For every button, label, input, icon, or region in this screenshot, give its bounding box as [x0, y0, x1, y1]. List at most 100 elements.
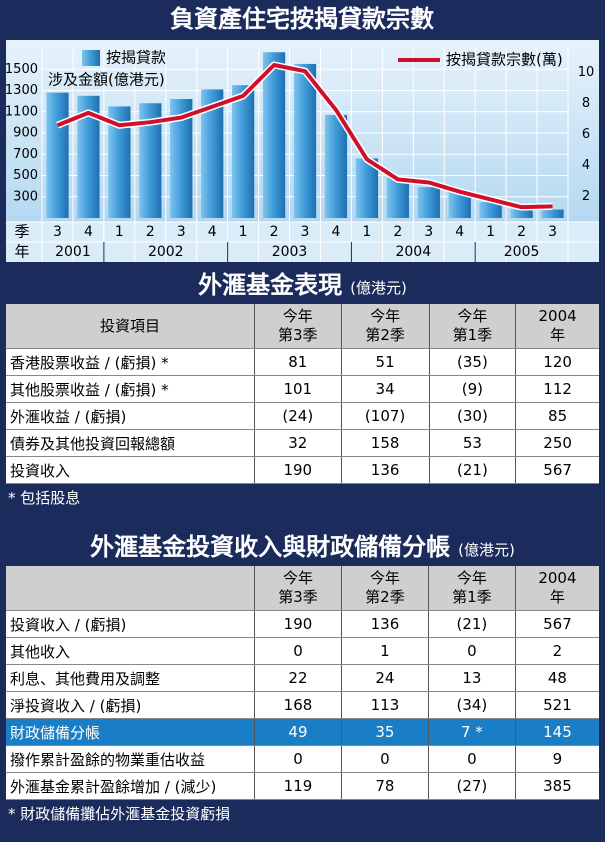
cell: 48	[514, 664, 599, 692]
y2-tick-label: 6	[582, 127, 590, 142]
header-cell: 今年 第3季	[254, 566, 342, 611]
x-tick-label: 4	[208, 224, 217, 240]
legend-label: 涉及金額(億港元)	[48, 71, 165, 89]
cell: 136	[340, 610, 429, 638]
cell: 投資收入	[6, 456, 255, 484]
y2-tick-label: 4	[582, 158, 590, 173]
cell: (34)	[427, 691, 516, 719]
table: 投資項目 今年 第3季 今年 第2季 今年 第1季 2004 年香港股票收益 / (虧損…	[6, 304, 599, 484]
cell: 250	[515, 429, 599, 457]
title-text: 外滙基金投資收入與財政儲備分帳	[90, 533, 451, 561]
header-row: 今年 第3季 今年 第2季 今年 第1季 2004 年	[6, 566, 599, 611]
cell: 投資收入 / (虧損)	[6, 610, 255, 638]
cell: 0	[340, 745, 429, 773]
table-section: 外滙基金表現 (億港元) 投資項目 今年 第3季 今年 第2季 今年 第1季 2004 年香…	[0, 266, 605, 511]
y2-tick-label: 2	[582, 189, 590, 204]
cell: 81	[254, 348, 342, 376]
unit: (億港元)	[458, 541, 515, 559]
cell: 13	[427, 664, 516, 692]
cell: 財政儲備分帳	[6, 718, 255, 746]
cell: 567	[514, 610, 599, 638]
footnote: * 財政儲備攤佔外滙基金投資虧損	[8, 805, 231, 823]
year-label: 2005	[504, 244, 540, 260]
cell: 淨投資收入 / (虧損)	[6, 691, 255, 719]
bar	[293, 63, 317, 218]
bar	[386, 177, 409, 218]
cell: 32	[254, 429, 342, 457]
row: 債券及其他投資回報總額 32 158 53 250	[6, 429, 599, 457]
x-tick-label: 4	[331, 224, 340, 240]
cell: 567	[515, 456, 599, 484]
cell: (30)	[428, 402, 516, 430]
cell: 外滙收益 / (虧損)	[6, 402, 255, 430]
y2-tick-label: 10	[578, 65, 595, 80]
header-cell: 今年 第2季	[340, 566, 429, 611]
x-tick-label: 3	[177, 224, 186, 240]
row: 淨投資收入 / (虧損) 168 113 (34) 521	[6, 691, 599, 719]
header-cell: 今年 第1季	[427, 566, 516, 611]
x-tick-label: 1	[115, 224, 124, 240]
y-tick-label: 1100	[5, 104, 38, 119]
y-tick-label: 500	[13, 168, 38, 183]
bar	[170, 99, 193, 218]
cell: (21)	[427, 610, 516, 638]
cell: 136	[340, 456, 430, 484]
x-tick-label: 3	[53, 224, 62, 240]
x-tick-label: 1	[362, 224, 371, 240]
x-tick-label: 3	[424, 224, 433, 240]
header-cell: 今年 第1季	[428, 304, 516, 349]
bar	[541, 209, 564, 218]
cell: 利息、其他費用及調整	[6, 664, 255, 692]
cell: 158	[340, 429, 430, 457]
title-band	[0, 0, 605, 38]
table: 今年 第3季 今年 第2季 今年 第1季 2004 年投資收入 / (虧損) 190 13…	[6, 566, 599, 800]
table-title: 外滙基金投資收入與財政儲備分帳 (億港元)	[0, 528, 605, 566]
year-label: 2002	[148, 244, 184, 260]
bar	[324, 114, 348, 218]
cell: 外滙基金累計盈餘增加 / (減少)	[6, 772, 255, 800]
chart: 負資產住宅按揭貸款宗數 300 500 700 900 1100 1300 1500 2 4 6 8…	[0, 0, 605, 262]
x-tick-label: 3	[301, 224, 310, 240]
x-tick-label: 3	[548, 224, 557, 240]
row: 外滙收益 / (虧損) (24) (107) (30) 85	[6, 402, 599, 430]
cell: 其他收入	[6, 637, 255, 665]
cell: 101	[254, 375, 342, 403]
cell: (24)	[254, 402, 342, 430]
cell: (9)	[428, 375, 516, 403]
cell: 113	[340, 691, 429, 719]
table-section: 外滙基金投資收入與財政儲備分帳 (億港元) 今年 第3季 今年 第2季 今年 第1季 20…	[0, 528, 605, 827]
row: 香港股票收益 / (虧損) * 81 51 (35) 120	[6, 348, 599, 376]
cell: 168	[254, 691, 342, 719]
year-label: 2004	[395, 244, 431, 260]
cell: 190	[254, 610, 342, 638]
x-row-label: 年	[14, 243, 29, 261]
cell: (21)	[428, 456, 516, 484]
y-tick-label: 1500	[5, 62, 38, 77]
cell: 119	[254, 772, 342, 800]
cell: 120	[515, 348, 599, 376]
cell: 0	[254, 745, 342, 773]
cell: 22	[254, 664, 342, 692]
bar	[108, 106, 131, 218]
cell: (27)	[427, 772, 516, 800]
bar	[448, 191, 471, 218]
cell: 145	[514, 718, 599, 746]
row: 其他收入 0 1 0 2	[6, 637, 599, 665]
cell: 78	[340, 772, 429, 800]
header-cell: 2004 年	[514, 566, 599, 611]
y-tick-label: 1300	[5, 83, 38, 98]
cell: 0	[427, 637, 516, 665]
cell: 385	[514, 772, 599, 800]
cell: 2	[514, 637, 599, 665]
legend-label: 按揭貸款宗數(萬)	[446, 51, 563, 69]
header-cell: 今年 第2季	[340, 304, 430, 349]
cell: 35	[340, 718, 429, 746]
cell: 香港股票收益 / (虧損) *	[6, 348, 255, 376]
x-tick-label: 2	[393, 224, 402, 240]
x-tick-label: 4	[84, 224, 93, 240]
header-cell	[6, 566, 255, 611]
row: 投資收入 190 136 (21) 567	[6, 456, 599, 484]
cell: 34	[340, 375, 430, 403]
cell: 24	[340, 664, 429, 692]
